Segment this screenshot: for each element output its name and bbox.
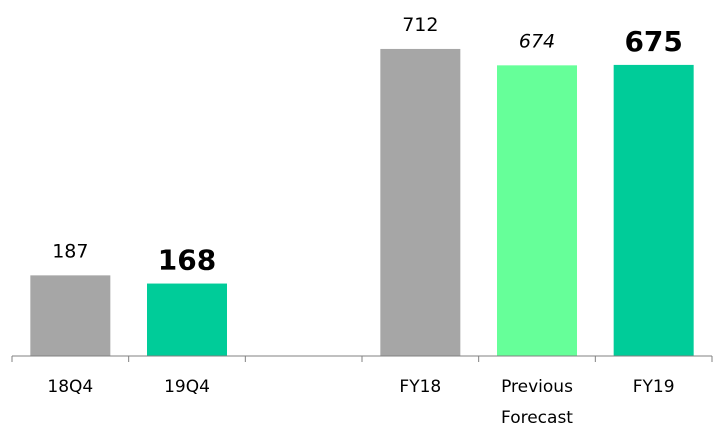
bar-fy19 [613, 64, 694, 356]
value-label: 168 [158, 244, 216, 277]
x-tick-label: 18Q4 [47, 377, 93, 397]
x-axis [11, 355, 713, 362]
bar-previous-forecast [497, 65, 577, 357]
x-tick-label: Previous [501, 377, 573, 397]
x-tick-label: FY18 [399, 377, 441, 397]
value-label: 187 [52, 240, 88, 262]
value-label: 712 [402, 14, 438, 36]
bar-fy18 [380, 48, 461, 356]
bar-19q4 [147, 283, 227, 356]
x-tick-label: Forecast [501, 408, 573, 428]
value-label: 675 [624, 25, 682, 58]
bar-18q4 [30, 275, 111, 356]
bars-layer [30, 48, 694, 357]
x-tick-labels: 18Q4 19Q4 FY18 Previous Forecast FY19 [47, 377, 674, 428]
value-label: 674 [519, 30, 555, 52]
x-tick-label: 19Q4 [164, 377, 210, 397]
x-tick-label: FY19 [633, 377, 675, 397]
value-labels-layer: 187 168 712 674 675 [52, 14, 683, 277]
